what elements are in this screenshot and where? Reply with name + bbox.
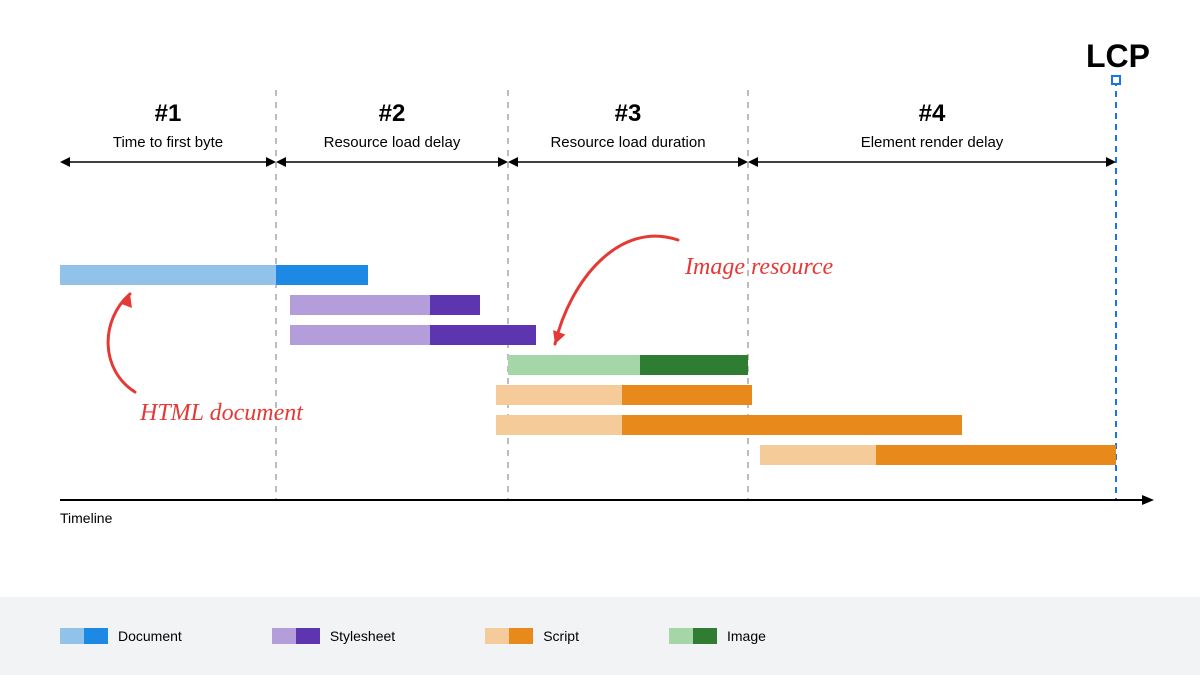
bar-row3-seg1	[640, 355, 748, 375]
timeline-label: Timeline	[60, 510, 112, 526]
legend-label: Script	[543, 628, 579, 644]
legend-label: Document	[118, 628, 182, 644]
phase-1-number: #1	[60, 100, 276, 128]
legend-swatch-dark	[509, 628, 533, 644]
phase-2-number: #2	[276, 100, 508, 128]
annotation-html-document: HTML document	[140, 400, 303, 427]
bar-row4-seg1	[622, 385, 752, 405]
legend-label: Image	[727, 628, 766, 644]
bar-row0-seg1	[276, 265, 368, 285]
phase-4-number: #4	[748, 100, 1116, 128]
phase-3-number: #3	[508, 100, 748, 128]
legend-swatch-light	[669, 628, 693, 644]
legend-swatch-dark	[296, 628, 320, 644]
bar-row0-seg0	[60, 265, 276, 285]
bar-row4-seg0	[496, 385, 622, 405]
phase-3-subtitle: Resource load duration	[508, 134, 748, 151]
phase-2-subtitle: Resource load delay	[276, 134, 508, 151]
bar-row6-seg0	[760, 445, 876, 465]
diagram-stage: LCP#1Time to first byte#2Resource load d…	[0, 0, 1200, 675]
phase-1-subtitle: Time to first byte	[60, 134, 276, 151]
bar-row2-seg1	[430, 325, 536, 345]
lcp-label: LCP	[1086, 38, 1150, 75]
legend: Document Stylesheet Script Image	[0, 597, 1200, 675]
bar-row5-seg1	[622, 415, 962, 435]
bar-row6-seg1	[876, 445, 1116, 465]
legend-item-document: Document	[60, 628, 182, 644]
bar-row1-seg0	[290, 295, 430, 315]
phase-4-subtitle: Element render delay	[748, 134, 1116, 151]
legend-swatch-dark	[84, 628, 108, 644]
annotation-image-resource: Image resource	[685, 254, 833, 281]
bar-row5-seg0	[496, 415, 622, 435]
legend-item-script: Script	[485, 628, 579, 644]
legend-item-stylesheet: Stylesheet	[272, 628, 395, 644]
legend-label: Stylesheet	[330, 628, 395, 644]
legend-item-image: Image	[669, 628, 766, 644]
legend-swatch-dark	[693, 628, 717, 644]
legend-swatch-light	[485, 628, 509, 644]
bar-row2-seg0	[290, 325, 430, 345]
legend-swatch-light	[272, 628, 296, 644]
bar-row3-seg0	[508, 355, 640, 375]
bar-row1-seg1	[430, 295, 480, 315]
legend-swatch-light	[60, 628, 84, 644]
